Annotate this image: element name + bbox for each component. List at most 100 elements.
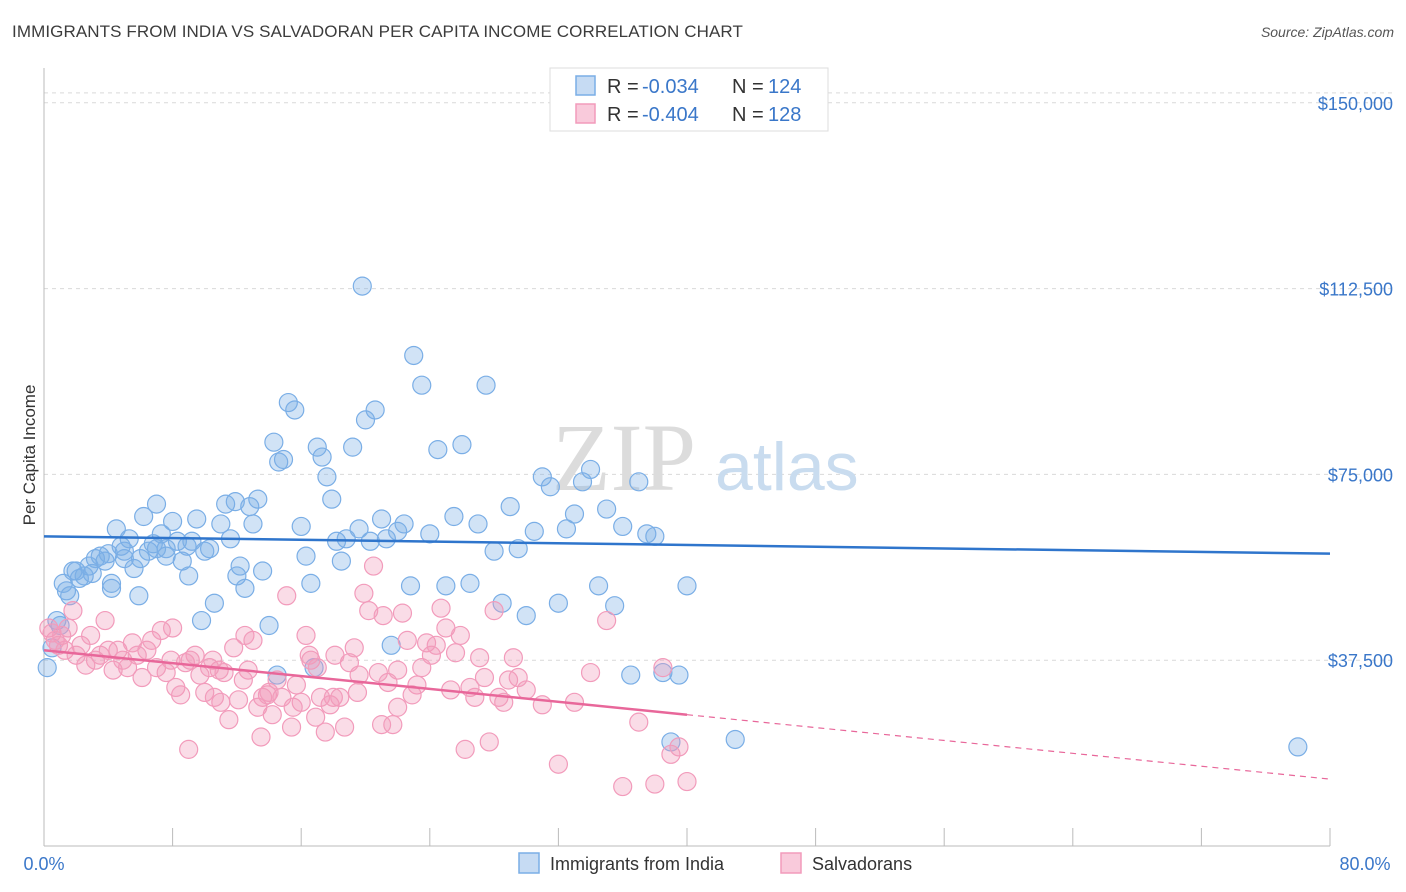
gridlines — [44, 92, 1395, 661]
salvadorans-point — [474, 667, 495, 688]
salvadorans-point — [347, 682, 368, 703]
salvadorans-point — [392, 603, 413, 623]
salvadorans-point — [307, 658, 327, 678]
immigrants-from-india-point — [669, 665, 689, 685]
salvadorans-point — [283, 697, 303, 717]
salvadorans-point — [98, 640, 118, 660]
immigrants-from-india-point — [484, 541, 504, 561]
immigrants-from-india-point — [156, 546, 176, 566]
series-salvadorans — [39, 556, 697, 797]
salvadorans-point — [277, 586, 297, 606]
salvadorans-point — [470, 648, 490, 668]
salvadorans-point — [203, 650, 223, 670]
immigrants-from-india-point — [60, 586, 80, 606]
immigrants-from-india-point — [404, 345, 424, 366]
immigrants-from-india-point — [264, 432, 284, 452]
salvadorans-point — [132, 667, 152, 688]
legend-swatch-pink — [575, 103, 596, 124]
salvadorans-point — [195, 682, 215, 703]
legend-n-label-2: N = — [732, 104, 764, 126]
salvadorans-point — [383, 715, 403, 735]
immigrants-from-india-point — [564, 504, 585, 524]
immigrants-from-india-point — [191, 610, 212, 631]
bottom-legend: Immigrants from India Salvadorans — [518, 852, 912, 874]
salvadorans-point — [163, 618, 183, 638]
immigrants-from-india-point — [322, 489, 342, 509]
salvadorans-point — [363, 556, 384, 576]
immigrants-from-india-point — [101, 573, 122, 593]
series-immigrants-from-india — [37, 276, 1308, 757]
immigrants-from-india-point — [101, 578, 122, 598]
salvadorans-point — [306, 707, 326, 727]
immigrants-from-india-point — [312, 447, 332, 467]
salvadorans-point — [330, 687, 350, 707]
salvadorans-point — [251, 727, 271, 747]
salvadorans-point — [388, 697, 408, 717]
watermark: ZIP atlas — [552, 404, 859, 511]
salvadorans-point — [137, 640, 157, 660]
immigrants-from-india-point — [532, 467, 552, 487]
salvadorans-point — [171, 685, 191, 705]
immigrants-from-india-point — [167, 531, 188, 551]
y-tick-label: $75,000 — [1328, 465, 1393, 485]
immigrants-from-india-point — [1288, 737, 1308, 757]
immigrants-from-india-point — [253, 561, 273, 581]
salvadorans-point — [426, 635, 446, 655]
legend-r-label-2: R = — [607, 104, 639, 126]
immigrants-from-india-point — [677, 576, 697, 596]
legend-r-label-1: R = — [607, 76, 639, 98]
immigrants-from-india-point — [301, 573, 321, 593]
salvadorans-point — [653, 658, 673, 678]
immigrants-from-india-point — [381, 635, 401, 655]
salvadorans-point — [669, 737, 689, 757]
immigrants-from-india-point — [163, 511, 183, 532]
salvadorans-point — [95, 610, 115, 631]
immigrants-from-india-point — [516, 605, 536, 626]
salvadorans-point — [368, 662, 388, 683]
legend-n-value-2: 128 — [768, 104, 801, 126]
bottom-legend-label-pink: Salvadorans — [812, 854, 912, 874]
salvadorans-point — [315, 722, 335, 742]
salvadorans-point — [402, 685, 422, 705]
salvadorans-point — [407, 675, 427, 695]
immigrants-from-india-point — [114, 541, 134, 561]
immigrants-from-india-point — [211, 514, 231, 534]
salvadorans-point — [219, 710, 239, 730]
salvadorans-point — [661, 744, 681, 764]
top-legend: R = -0.034 N = 124 R = -0.404 N = 128 — [549, 67, 829, 132]
immigrants-from-india-point — [227, 566, 247, 586]
y-axis-title: Per Capita Income — [20, 385, 39, 526]
bottom-legend-swatch-blue — [518, 852, 540, 874]
salvadorans-point — [455, 739, 475, 759]
immigrants-from-india-point — [291, 516, 311, 537]
salvadorans-point — [81, 625, 101, 646]
salvadorans-point — [228, 690, 249, 710]
immigrants-from-india-point — [82, 563, 102, 584]
legend-swatch-blue — [575, 75, 596, 96]
immigrants-from-india-point — [182, 531, 202, 551]
salvadorans-point — [397, 630, 417, 650]
salvadorans-point — [373, 605, 393, 626]
immigrants-from-india-point — [371, 509, 392, 529]
immigrants-from-india-point — [524, 521, 544, 541]
x-tick-labels: 0.0% 80.0% — [23, 854, 1390, 874]
salvadorans-point — [185, 645, 205, 665]
immigrants-from-india-point — [134, 506, 154, 527]
axes — [43, 68, 1331, 847]
salvadorans-point — [645, 774, 665, 794]
y-tick-labels: $37,500 $75,000 $112,500 $150,000 — [1318, 94, 1393, 671]
immigrants-from-india-point — [349, 519, 369, 539]
immigrants-from-india-point — [285, 400, 305, 420]
y-tick-label: $112,500 — [1319, 280, 1393, 300]
salvadorans-point — [629, 712, 649, 732]
legend-r-value-1: -0.034 — [642, 76, 699, 98]
x-tick-label-min: 0.0% — [23, 854, 64, 874]
immigrants-from-india-point — [278, 392, 298, 413]
immigrants-from-india-point — [420, 524, 440, 544]
immigrants-from-india-point — [248, 489, 268, 509]
immigrants-from-india-point — [613, 516, 633, 537]
watermark-atlas: atlas — [715, 429, 859, 505]
salvadorans-point — [204, 687, 224, 707]
immigrants-from-india-point — [156, 539, 176, 559]
salvadorans-point — [479, 732, 499, 752]
